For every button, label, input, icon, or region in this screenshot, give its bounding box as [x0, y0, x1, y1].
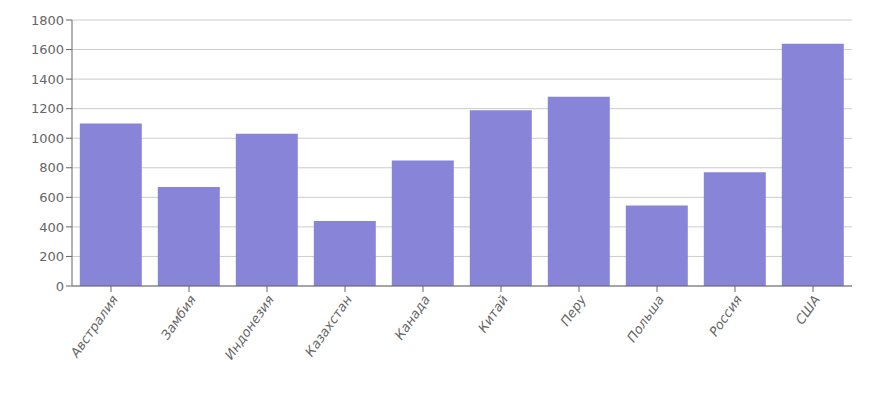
svg-text:Казахстан: Казахстан: [302, 292, 355, 359]
svg-text:Канада: Канада: [392, 292, 433, 342]
svg-text:1200: 1200: [31, 101, 64, 116]
svg-text:600: 600: [39, 190, 64, 205]
svg-text:Россия: Россия: [706, 292, 745, 339]
svg-text:0: 0: [56, 279, 64, 294]
svg-text:200: 200: [39, 249, 64, 264]
svg-text:1400: 1400: [31, 72, 64, 87]
svg-text:США: США: [792, 292, 823, 327]
svg-text:400: 400: [39, 220, 64, 235]
svg-text:Индонезия: Индонезия: [222, 292, 277, 362]
svg-text:1000: 1000: [31, 131, 64, 146]
svg-text:Австралия: Австралия: [67, 292, 121, 361]
svg-text:Китай: Китай: [475, 292, 511, 335]
svg-text:Перу: Перу: [557, 292, 589, 328]
svg-text:1600: 1600: [31, 42, 64, 57]
svg-text:Польша: Польша: [624, 292, 667, 345]
svg-text:800: 800: [39, 160, 64, 175]
svg-text:1800: 1800: [31, 13, 64, 28]
svg-text:Замбия: Замбия: [158, 292, 199, 342]
